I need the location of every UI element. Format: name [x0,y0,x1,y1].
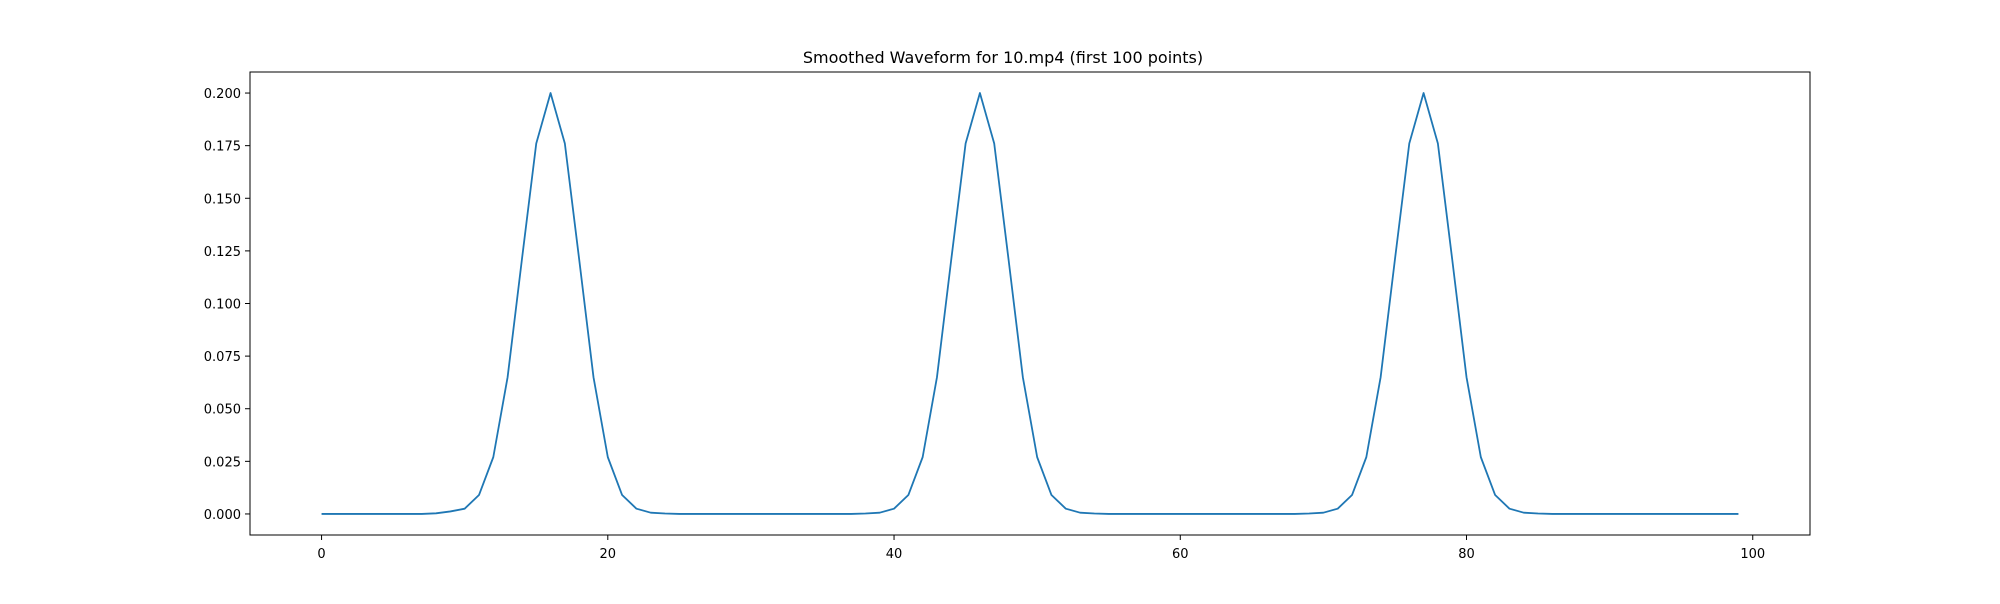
waveform-line [321,92,1739,515]
y-tick-label: 0.125 [204,245,241,260]
x-tick-label: 60 [1172,547,1189,562]
plot-area: 0 20 40 60 80 100 0.000 0.025 0.050 0.075 0.100 0.1… [204,71,1811,562]
y-tick-label: 0.175 [204,140,241,155]
y-tick-label: 0.200 [204,87,241,102]
axes-frame [249,71,1811,536]
chart-title: Smoothed Waveform for 10.mp4 (first 100 … [803,48,1203,67]
x-tick-label: 0 [317,547,325,562]
x-tick-label: 80 [1458,547,1475,562]
y-tick-label: 0.050 [204,403,241,418]
y-tick-label: 0.000 [204,508,241,523]
x-tick-label: 40 [886,547,903,562]
y-tick-label: 0.075 [204,350,241,365]
x-tick-label: 20 [600,547,617,562]
x-tick-label: 100 [1740,547,1765,562]
y-tick-label: 0.100 [204,298,241,313]
y-tick-label: 0.025 [204,455,241,470]
y-tick-label: 0.150 [204,192,241,207]
